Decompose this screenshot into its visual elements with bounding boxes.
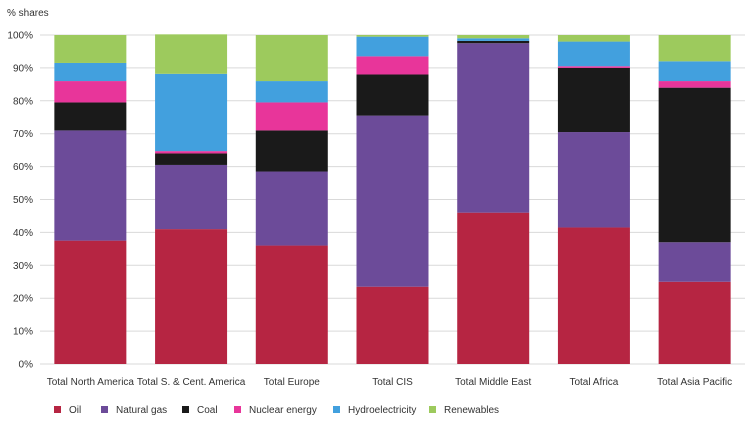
bar-segment (255, 81, 328, 103)
legend-label: Natural gas (116, 405, 167, 416)
legend-label: Renewables (444, 405, 499, 416)
bar-segment (54, 240, 127, 364)
bar-segment (255, 245, 328, 364)
y-axis-ticks: 0% 10% 20% 30% 40% 50% 60% 70% 80% 90% 100% (7, 31, 33, 371)
legend-label: Nuclear energy (249, 405, 317, 416)
y-tick-label: 60% (13, 162, 33, 173)
bar-segment (356, 286, 429, 364)
x-tick-label: Total Africa (569, 377, 618, 388)
bar-segment (557, 41, 630, 67)
y-tick-label: 50% (13, 195, 33, 206)
bar-segment (557, 227, 630, 364)
bar-segment (658, 281, 731, 364)
bar-segment (54, 130, 127, 241)
bar-segment (557, 132, 630, 228)
bar-segment (356, 74, 429, 116)
bars (54, 34, 731, 364)
bar-segment (457, 38, 530, 41)
y-tick-label: 20% (13, 294, 33, 305)
bar-segment (155, 229, 228, 364)
bar-segment (54, 35, 127, 63)
legend-swatch (182, 406, 189, 413)
x-tick-label: Total CIS (372, 377, 413, 388)
y-axis-label: % shares (7, 8, 49, 19)
y-tick-label: 100% (7, 31, 33, 42)
legend-label: Oil (69, 405, 81, 416)
x-tick-label: Total Asia Pacific (657, 377, 732, 388)
legend-swatch (333, 406, 340, 413)
legend-label: Hydroelectricity (348, 405, 416, 416)
legend-label: Coal (197, 405, 218, 416)
legend: Oil Natural gas Coal Nuclear energy Hydroele… (54, 405, 499, 416)
bar-segment (658, 87, 731, 243)
bar-segment (658, 242, 731, 282)
y-tick-label: 80% (13, 96, 33, 107)
bar-segment (557, 67, 630, 133)
bar-segment (658, 81, 731, 88)
legend-swatch (54, 406, 61, 413)
bar-segment (155, 151, 228, 154)
bar-segment (255, 35, 328, 82)
bar-segment (356, 36, 429, 57)
legend-swatch (429, 406, 436, 413)
bar-segment (155, 34, 228, 74)
y-tick-label: 40% (13, 228, 33, 239)
y-tick-label: 70% (13, 129, 33, 140)
bar-segment (356, 115, 429, 287)
bar-segment (255, 130, 328, 172)
bar-segment (155, 153, 228, 165)
bar-segment (155, 164, 228, 230)
y-tick-label: 0% (19, 360, 34, 371)
x-tick-label: Total Middle East (455, 377, 531, 388)
bar-segment (557, 35, 630, 42)
bar-segment (457, 40, 530, 44)
y-tick-label: 90% (13, 63, 33, 74)
bar-segment (557, 66, 630, 68)
bar-segment (457, 35, 530, 39)
legend-swatch (101, 406, 108, 413)
bar-segment (658, 61, 731, 82)
bar-segment (54, 62, 127, 82)
bar-segment (255, 102, 328, 131)
x-axis-ticks: Total North America Total S. & Cent. Amer… (47, 377, 732, 388)
bar-segment (457, 43, 530, 213)
x-tick-label: Total S. & Cent. America (137, 377, 246, 388)
legend-swatch (234, 406, 241, 413)
bar-segment (356, 56, 429, 75)
bar-segment (155, 73, 228, 152)
bar-segment (54, 102, 127, 131)
bar-segment (658, 35, 731, 62)
x-tick-label: Total North America (47, 377, 135, 388)
y-tick-label: 10% (13, 327, 33, 338)
bar-segment (457, 212, 530, 364)
y-tick-label: 30% (13, 261, 33, 272)
x-tick-label: Total Europe (264, 377, 321, 388)
bar-segment (255, 171, 328, 246)
bar-segment (54, 81, 127, 103)
bar-segment (356, 35, 429, 37)
